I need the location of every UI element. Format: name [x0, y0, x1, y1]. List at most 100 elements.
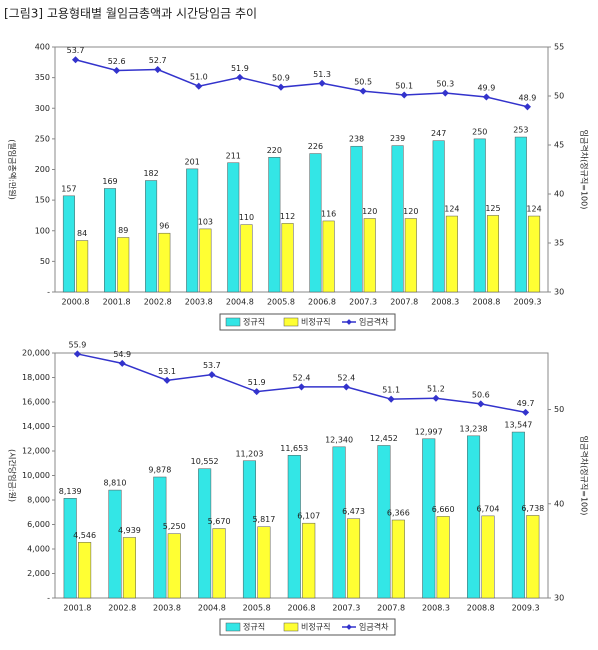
data-label: 89 — [118, 226, 128, 235]
bar — [158, 232, 171, 293]
bar — [242, 460, 256, 599]
data-label: 96 — [159, 222, 169, 231]
bar — [432, 140, 445, 293]
data-label: 250 — [472, 127, 487, 136]
data-label: 247 — [431, 129, 446, 138]
line-marker — [253, 388, 261, 396]
y-tick-label: 14,000 — [22, 422, 50, 431]
data-label: 226 — [308, 142, 323, 151]
data-label: 84 — [77, 229, 87, 238]
line-marker — [482, 93, 490, 101]
y-tick-label: 50 — [40, 257, 50, 266]
bar — [198, 468, 212, 599]
y-tick-label: 200 — [35, 165, 50, 174]
x-tick-label: 2002.8 — [144, 298, 172, 307]
line-marker — [277, 83, 285, 91]
line-marker — [522, 408, 530, 416]
data-label: 124 — [526, 205, 541, 214]
y2-tick-label: 50 — [554, 92, 564, 101]
bar — [528, 215, 541, 293]
data-label: 5,817 — [252, 515, 275, 524]
legend-swatch — [283, 622, 299, 632]
y2-axis-label: 임금격차(정규직=100) — [580, 436, 590, 516]
legend-label: 정규직 — [243, 622, 265, 632]
y2-tick-label: 30 — [554, 288, 564, 297]
bar — [347, 518, 361, 599]
bar — [481, 515, 495, 599]
data-label: 52.4 — [293, 373, 311, 382]
y-axis-label: (시간당임금:원) — [8, 449, 18, 502]
line-marker — [523, 103, 531, 111]
y-tick-label: 300 — [35, 104, 50, 113]
y2-tick-label: 50 — [554, 405, 564, 414]
bar — [363, 218, 376, 293]
legend-label: 임금격차 — [359, 622, 389, 632]
y2-tick-label: 40 — [554, 499, 564, 508]
y-tick-label: 2,000 — [27, 569, 50, 578]
bar — [302, 522, 316, 599]
legend-swatch — [225, 622, 241, 632]
x-tick-label: 2006.8 — [308, 298, 336, 307]
bar — [145, 180, 158, 293]
line-marker — [72, 56, 80, 64]
x-tick-label: 2003.8 — [185, 298, 213, 307]
y-axis-label: (월임금총액:만원) — [8, 139, 18, 199]
bar — [227, 162, 240, 293]
data-label: 6,366 — [387, 509, 410, 518]
y-tick-label: 18,000 — [22, 373, 50, 382]
data-label: 169 — [102, 177, 117, 186]
data-label: 4,939 — [118, 526, 141, 535]
data-label: 51.3 — [313, 70, 331, 79]
legend-label: 임금격차 — [359, 317, 389, 327]
data-label: 49.7 — [517, 399, 535, 408]
data-label: 50.6 — [472, 390, 490, 399]
x-tick-label: 2007.8 — [390, 298, 418, 307]
data-label: 110 — [239, 213, 254, 222]
y2-tick-label: 30 — [554, 594, 564, 603]
bar — [332, 446, 346, 599]
data-label: 13,547 — [504, 421, 532, 430]
line-marker — [318, 79, 326, 87]
legend-marker — [346, 319, 352, 325]
line-marker — [163, 376, 171, 384]
page-title: [그림3] 고용형태별 월임금총액과 시간당임금 추이 — [4, 7, 257, 21]
line-marker — [441, 89, 449, 97]
bar — [212, 528, 226, 599]
x-tick-label: 2007.3 — [332, 604, 360, 613]
legend-label: 정규직 — [243, 317, 265, 327]
line-marker — [342, 383, 350, 391]
line-marker — [236, 73, 244, 81]
data-label: 51.9 — [248, 378, 266, 387]
data-label: 6,107 — [297, 512, 320, 521]
bar — [377, 445, 391, 599]
line-marker — [432, 394, 440, 402]
data-label: 6,660 — [432, 505, 455, 514]
data-label: 12,452 — [370, 434, 398, 443]
bar — [436, 516, 450, 599]
data-label: 11,203 — [235, 449, 263, 458]
x-tick-label: 2009.3 — [513, 298, 541, 307]
bar — [422, 438, 436, 599]
data-label: 238 — [349, 135, 364, 144]
data-label: 51.1 — [382, 386, 400, 395]
bar — [350, 145, 363, 293]
bar — [108, 489, 122, 599]
data-label: 116 — [321, 209, 336, 218]
y2-tick-label: 35 — [554, 239, 564, 248]
x-tick-label: 2008.3 — [431, 298, 459, 307]
data-label: 51.0 — [190, 73, 208, 82]
x-tick-label: 2001.8 — [63, 604, 91, 613]
data-label: 50.9 — [272, 74, 290, 83]
data-label: 53.7 — [203, 361, 221, 370]
bar — [287, 455, 301, 599]
legend-swatch — [225, 317, 241, 327]
x-tick-label: 2004.8 — [198, 604, 226, 613]
data-label: 52.7 — [149, 56, 167, 65]
legend-label: 비정규직 — [301, 622, 330, 632]
bar — [257, 526, 271, 599]
data-label: 220 — [267, 146, 282, 155]
y2-tick-label: 45 — [554, 141, 564, 150]
y-tick-label: 400 — [35, 43, 50, 52]
y-tick-label: 12,000 — [22, 447, 50, 456]
line — [75, 59, 528, 108]
